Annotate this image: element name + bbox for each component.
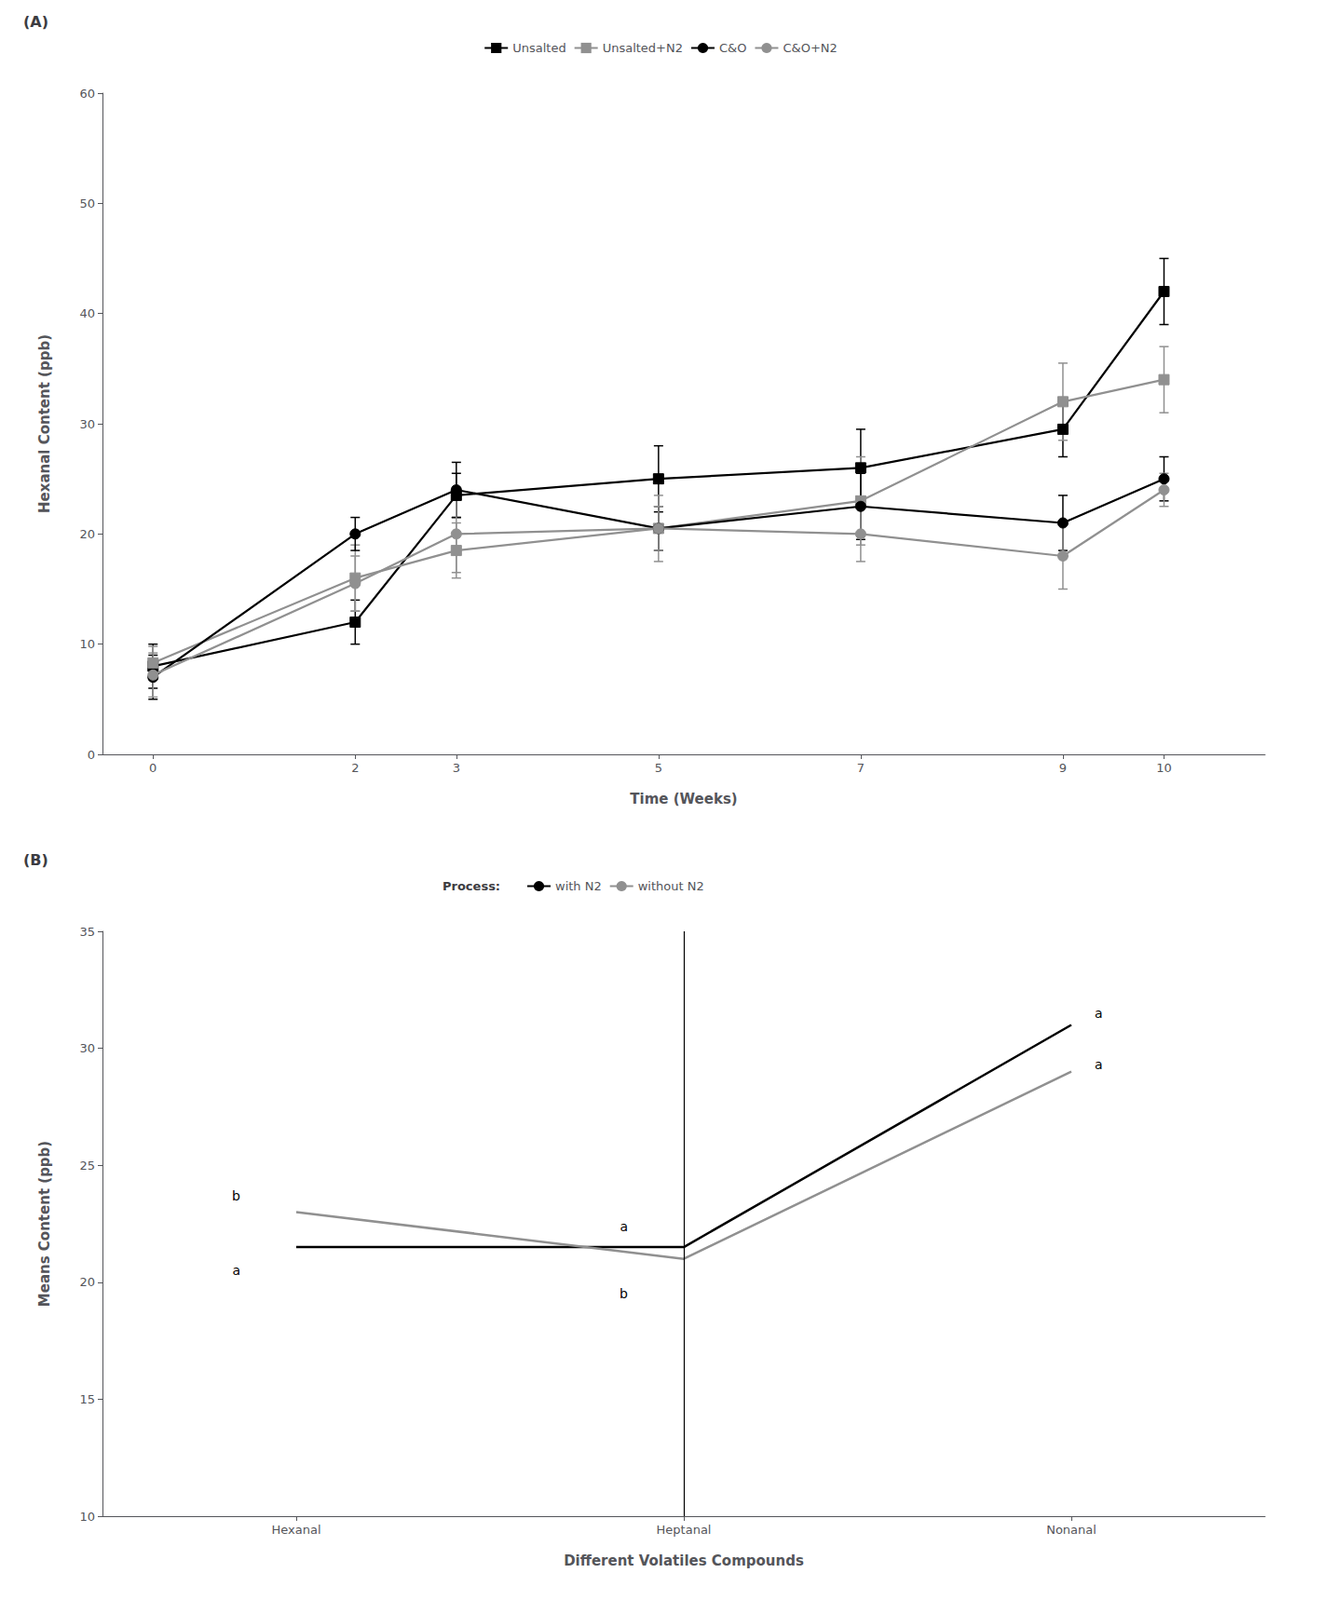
svg-text:Time (Weeks): Time (Weeks): [629, 790, 737, 808]
svg-text:Hexanal: Hexanal: [271, 1523, 321, 1538]
svg-text:30: 30: [79, 1041, 96, 1056]
svg-text:15: 15: [79, 1392, 96, 1407]
svg-text:a: a: [1094, 1006, 1104, 1022]
svg-text:Process:: Process:: [442, 879, 501, 894]
svg-text:0: 0: [149, 761, 157, 776]
svg-text:5: 5: [654, 761, 663, 776]
svg-text:a: a: [1094, 1057, 1104, 1073]
svg-text:60: 60: [79, 86, 96, 101]
svg-text:30: 30: [79, 417, 96, 432]
svg-text:C&O+N2: C&O+N2: [782, 40, 837, 55]
svg-text:b: b: [619, 1286, 628, 1302]
svg-text:Unsalted+N2: Unsalted+N2: [602, 40, 683, 55]
svg-text:a: a: [619, 1219, 628, 1235]
svg-text:Different Volatiles Compounds: Different Volatiles Compounds: [563, 1552, 804, 1570]
svg-text:20: 20: [79, 527, 96, 542]
svg-text:3: 3: [452, 761, 461, 776]
svg-text:20: 20: [79, 1275, 96, 1290]
svg-text:10: 10: [79, 637, 96, 652]
svg-text:25: 25: [79, 1158, 96, 1173]
svg-text:Heptanal: Heptanal: [656, 1523, 712, 1538]
svg-text:0: 0: [87, 748, 96, 763]
svg-text:Means Content (ppb): Means Content (ppb): [36, 1141, 54, 1308]
svg-text:Unsalted: Unsalted: [512, 40, 566, 55]
svg-text:a: a: [231, 1263, 241, 1279]
svg-text:without N2: without N2: [638, 879, 705, 894]
svg-text:7: 7: [857, 761, 865, 776]
svg-text:Nonanal: Nonanal: [1046, 1523, 1097, 1538]
svg-text:2: 2: [351, 761, 359, 776]
svg-text:35: 35: [79, 925, 96, 940]
svg-text:b: b: [231, 1188, 241, 1204]
svg-text:9: 9: [1059, 761, 1067, 776]
svg-text:40: 40: [79, 306, 96, 321]
svg-text:50: 50: [79, 196, 96, 211]
svg-text:10: 10: [79, 1510, 96, 1525]
svg-text:(B): (B): [23, 851, 49, 870]
svg-text:with N2: with N2: [555, 879, 602, 894]
svg-text:Hexanal Content (ppb): Hexanal Content (ppb): [36, 334, 54, 514]
svg-text:(A): (A): [23, 13, 49, 31]
svg-text:10: 10: [1156, 761, 1172, 776]
svg-text:C&O: C&O: [719, 40, 747, 55]
